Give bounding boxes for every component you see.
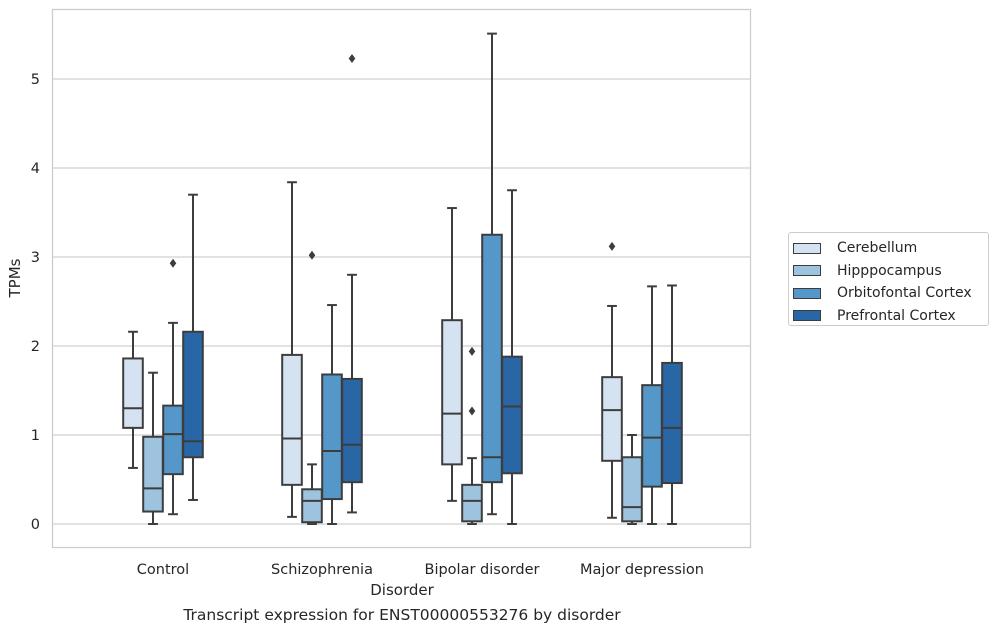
box-iqr (661, 361, 683, 485)
box-iqr (441, 319, 463, 466)
legend-item: Orbitofontal Cortex (789, 282, 988, 305)
x-axis-label: Disorder (370, 581, 434, 599)
box-iqr (341, 377, 363, 484)
box-iqr (182, 330, 204, 459)
x-tick-label: Schizophrenia (271, 562, 373, 578)
box-iqr (142, 435, 164, 513)
box-hipppocampus (461, 346, 483, 525)
x-tick-label: Bipolar disorder (425, 562, 540, 578)
outlier-point (348, 54, 356, 64)
box-iqr (321, 373, 343, 501)
box-iqr (122, 357, 144, 429)
box-prefrontal-cortex (341, 54, 363, 514)
box-cerebellum (441, 207, 463, 502)
box-cerebellum (601, 241, 623, 519)
x-tick-label: Control (137, 562, 189, 578)
box-hipppocampus (301, 250, 323, 525)
legend-swatch (793, 310, 821, 322)
box-iqr (461, 483, 483, 523)
legend-swatch (793, 242, 821, 254)
box-iqr (301, 488, 323, 524)
legend-item: Prefrontal Cortex (789, 305, 988, 328)
outlier-point (468, 346, 476, 356)
y-tick-label: 5 (31, 72, 40, 88)
box-orbitofontal-cortex (321, 304, 343, 525)
box-prefrontal-cortex (501, 189, 523, 525)
legend-label: Orbitofontal Cortex (837, 285, 972, 302)
legend-label: Prefrontal Cortex (837, 307, 956, 324)
box-iqr (621, 456, 643, 523)
box-prefrontal-cortex (661, 284, 683, 525)
box-orbitofontal-cortex (162, 258, 184, 516)
outlier-point (169, 258, 177, 268)
box-cerebellum (281, 181, 303, 518)
legend-label: Cerebellum (837, 240, 918, 257)
box-iqr (281, 353, 303, 486)
box-prefrontal-cortex (182, 193, 204, 501)
y-tick-label: 3 (31, 250, 40, 266)
box-iqr (641, 384, 663, 488)
plot-frame (51, 8, 752, 549)
legend-label: Hipppocampus (837, 262, 942, 279)
legend-swatch (793, 287, 821, 299)
box-iqr (501, 355, 523, 475)
box-iqr (601, 376, 623, 462)
box-hipppocampus (142, 371, 164, 525)
outlier-point (308, 250, 316, 260)
x-tick-label: Major depression (580, 562, 704, 578)
legend-swatch (793, 265, 821, 277)
legend: Cerebellum Hipppocampus Orbitofontal Corte… (788, 232, 989, 326)
outlier-point (608, 241, 616, 251)
box-cerebellum (122, 330, 144, 469)
y-tick-label: 1 (31, 428, 40, 444)
box-orbitofontal-cortex (481, 32, 503, 516)
box-hipppocampus (621, 434, 643, 525)
outlier-point (468, 406, 476, 416)
y-axis-label: TPMs (6, 258, 24, 298)
legend-item: Cerebellum (789, 237, 988, 260)
y-tick-label: 4 (31, 161, 40, 177)
legend-item: Hipppocampus (789, 260, 988, 283)
y-tick-label: 2 (31, 339, 40, 355)
box-iqr (481, 233, 503, 484)
box-iqr (162, 404, 184, 476)
figure-caption: Transcript expression for ENST0000055327… (183, 606, 621, 624)
y-tick-label: 0 (31, 517, 40, 533)
box-orbitofontal-cortex (641, 285, 663, 525)
